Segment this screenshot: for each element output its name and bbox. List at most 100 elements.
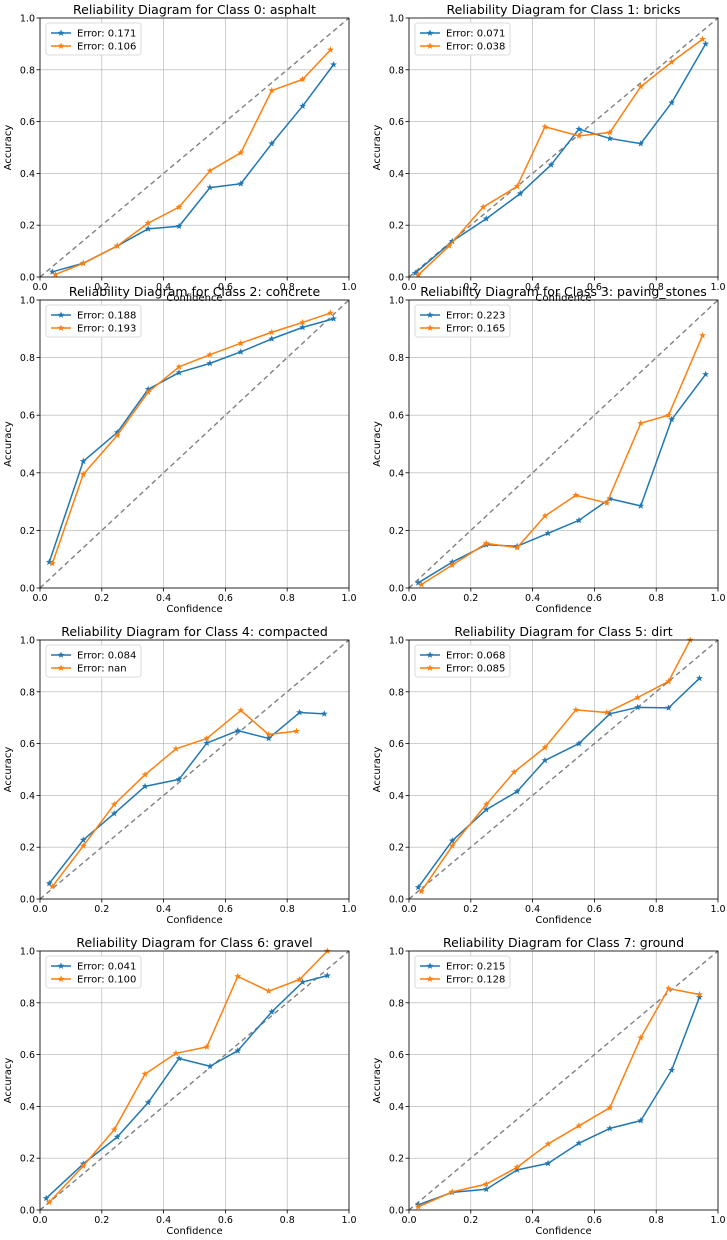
y-tick-label: 0.0 (389, 584, 404, 595)
y-tick-label: 0.8 (389, 65, 404, 76)
data-point-series-1 (668, 58, 676, 65)
data-point-series-0 (547, 161, 555, 168)
x-tick-label: 0.2 (463, 282, 478, 293)
x-tick-label: 0.6 (587, 904, 602, 915)
x-tick-label: 0.6 (218, 593, 233, 604)
x-tick-label: 0.0 (401, 593, 416, 604)
y-axis-label: Accuracy (3, 747, 14, 793)
chart-title: Reliability Diagram for Class 7: ground (443, 935, 684, 950)
y-tick-label: 0.2 (20, 526, 35, 537)
data-point-series-1 (203, 734, 211, 742)
legend-entry-0: Error: 0.068 (446, 651, 505, 662)
chart-title: Reliability Diagram for Class 5: dirt (454, 624, 672, 639)
x-axis-label: Confidence (535, 293, 591, 304)
data-point-series-0 (268, 335, 276, 342)
chart-panel-4: 0.00.0 0.2 0.2 0.4 0.4 0.6 0.6 0.8 0.8 1.0 1.0 Conf… (3, 624, 357, 926)
data-point-series-1 (265, 987, 273, 995)
data-point-series-1 (445, 242, 453, 249)
data-point-series-1 (141, 1070, 149, 1077)
x-tick-label: 1.0 (710, 593, 725, 604)
chart-panel-3: 0.00.00.20.20.40.40.60.60.80.81.01.0Conf… (372, 284, 726, 615)
y-tick-label: 0.0 (20, 273, 35, 284)
legend-box (45, 22, 142, 56)
legend-marker-0 (426, 962, 434, 969)
legend-marker-0 (426, 651, 434, 658)
chart-title: Reliability Diagram for Class 3: paving_… (420, 284, 707, 299)
chart-title: Reliability Diagram for Class 2: concret… (69, 284, 321, 299)
legend-marker-0 (426, 29, 434, 36)
plot-frame (408, 950, 719, 1211)
plot-frame (408, 639, 719, 900)
data-point-series-1 (299, 75, 307, 83)
data-point-series-0 (414, 579, 422, 586)
data-point-series-0 (696, 993, 703, 1001)
data-point-series-0 (606, 710, 614, 717)
x-tick-label: 0.4 (156, 282, 171, 293)
y-axis-label: Accuracy (372, 125, 383, 171)
data-point-series-0 (175, 775, 183, 783)
data-point-series-0 (268, 140, 276, 147)
data-point-series-1 (237, 706, 245, 714)
data-point-series-1 (206, 167, 214, 174)
data-point-series-0 (206, 359, 214, 367)
data-point-series-1 (175, 363, 183, 370)
x-tick-label: 0.6 (218, 904, 233, 915)
series-line-0 (45, 974, 328, 1199)
x-axis-label: Confidence (535, 604, 591, 615)
y-tick-label: 0.2 (20, 843, 35, 854)
data-point-series-1 (479, 203, 487, 210)
data-point-series-1 (79, 470, 87, 478)
x-tick-label: 0.0 (32, 593, 47, 604)
series-line-1 (420, 335, 704, 586)
data-point-series-0 (45, 879, 53, 887)
x-tick-label: 1.0 (341, 1215, 356, 1226)
x-tick-label: 0.0 (401, 1215, 416, 1226)
data-point-series-0 (234, 727, 242, 734)
x-axis-label: Confidence (166, 604, 222, 615)
y-tick-label: 0.0 (389, 895, 404, 906)
y-tick-label: 0.0 (389, 273, 404, 284)
y-tick-label: 1.0 (20, 14, 35, 25)
chart-panel-2: 0.00.00.20.20.40.40.60.60.80.81.01.0Conf… (3, 284, 357, 615)
legend-marker-1 (426, 42, 434, 49)
y-tick-label: 1.0 (20, 636, 35, 647)
x-tick-label: 1.0 (341, 282, 356, 293)
y-tick-label: 0.8 (20, 687, 35, 698)
data-point-series-0 (299, 978, 307, 985)
chart-panel-6: 0.00.0 0.2 0.2 0.4 0.4 0.6 0.6 0.8 0.8 1.0 1.0 Conf… (3, 935, 357, 1237)
chart-title: Reliability Diagram for Class 1: bricks (446, 2, 680, 17)
y-tick-label: 0.6 (20, 1050, 35, 1061)
perfect-calibration-line (408, 639, 719, 900)
x-tick-label: 1.0 (710, 282, 725, 293)
data-point-series-1 (79, 1162, 87, 1169)
x-tick-label: 1.0 (341, 904, 356, 915)
y-tick-label: 0.6 (389, 117, 404, 128)
data-point-series-0 (237, 348, 245, 355)
data-point-series-0 (141, 782, 149, 790)
data-point-series-1 (603, 708, 611, 716)
legend-entry-0: Error: 0.071 (446, 29, 505, 40)
data-point-series-1 (175, 203, 183, 210)
data-point-series-0 (113, 1133, 121, 1140)
x-tick-label: 0.8 (280, 1215, 295, 1226)
series-line-1 (55, 49, 332, 276)
x-tick-label: 0.6 (218, 282, 233, 293)
data-point-series-0 (637, 140, 645, 147)
y-tick-label: 0.0 (20, 895, 35, 906)
legend-marker-0 (57, 311, 65, 318)
legend-entry-0: Error: 0.215 (446, 962, 505, 973)
data-point-series-0 (575, 516, 583, 524)
data-point-series-1 (482, 539, 490, 547)
data-point-series-0 (206, 1062, 214, 1070)
data-point-series-0 (48, 268, 56, 275)
y-tick-label: 0.6 (389, 1050, 404, 1061)
data-point-series-1 (52, 270, 59, 278)
x-tick-label: 0.0 (32, 904, 47, 915)
y-tick-label: 0.8 (20, 998, 35, 1009)
legend-entry-1: Error: 0.106 (77, 42, 136, 53)
data-point-series-0 (637, 1117, 645, 1124)
y-tick-label: 0.2 (20, 221, 35, 232)
data-point-series-0 (299, 102, 307, 109)
chart-title: Reliability Diagram for Class 6: gravel (76, 935, 312, 950)
series-line-1 (417, 38, 703, 276)
